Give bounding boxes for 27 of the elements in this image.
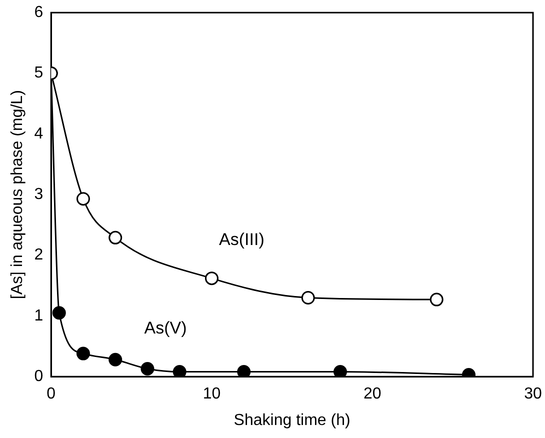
series-label: As(V) <box>144 318 187 338</box>
point <box>108 230 122 244</box>
point <box>76 346 90 360</box>
x-tick-label: 30 <box>524 386 542 403</box>
point <box>301 290 315 304</box>
point <box>204 272 218 286</box>
y-tick-label: 6 <box>34 4 44 22</box>
point <box>237 364 251 377</box>
y-tick-label: 1 <box>34 307 44 324</box>
point <box>140 362 154 376</box>
x-axis-title: Shaking time (h) <box>234 412 350 429</box>
point <box>108 352 122 366</box>
y-tick-label: 4 <box>34 125 44 142</box>
y-tick-label: 5 <box>34 64 44 82</box>
point <box>430 292 444 306</box>
y-tick-label: 0 <box>34 368 44 386</box>
y-tick-label: 2 <box>34 246 44 264</box>
series-label: As(III) <box>219 230 264 250</box>
x-tick-label: 20 <box>363 386 382 403</box>
point <box>52 306 66 320</box>
point <box>172 364 186 377</box>
y-axis-title: [As] in aqueous phase (mg/L) <box>9 90 26 300</box>
point <box>76 192 90 206</box>
x-tick-label: 0 <box>46 386 56 403</box>
x-tick-label: 10 <box>202 386 221 403</box>
point <box>333 364 347 377</box>
y-tick-label: 3 <box>34 186 44 204</box>
